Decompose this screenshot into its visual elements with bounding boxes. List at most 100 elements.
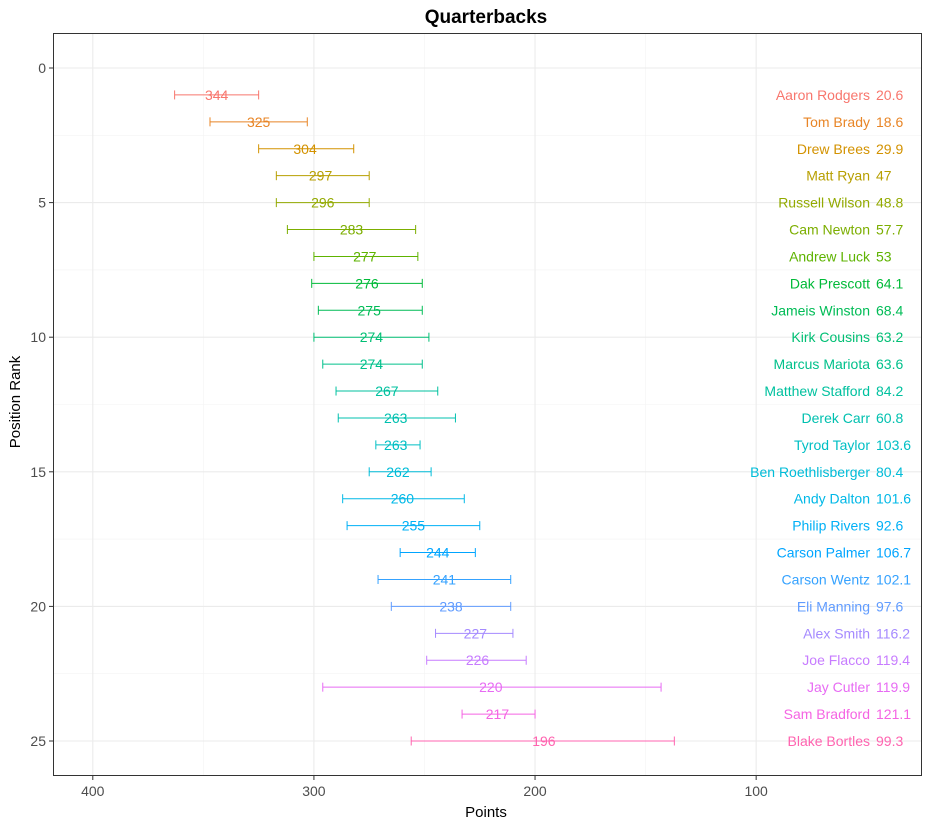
player-mark: 277 Andrew Luck 53 — [313, 248, 892, 264]
player-mark: 297 Matt Ryan 47 — [275, 168, 892, 184]
y-tick-label: 10 — [30, 329, 46, 345]
y-axis-ticks: 0 5 10 15 20 25 — [30, 60, 53, 749]
player-mark: 274 Marcus Mariota 63.6 — [322, 356, 903, 372]
player-name-label: Carson Wentz — [782, 571, 870, 587]
player-name-label: Dak Prescott — [790, 275, 870, 291]
points-label: 274 — [360, 329, 384, 345]
points-label: 267 — [375, 383, 399, 399]
points-label: 260 — [391, 491, 415, 507]
player-mark: 267 Matthew Stafford 84.2 — [335, 383, 903, 399]
x-tick-label: 100 — [744, 783, 768, 799]
player-name-label: Tom Brady — [803, 114, 870, 130]
player-name-label: Philip Rivers — [792, 518, 870, 534]
player-mark: 244 Carson Palmer 106.7 — [399, 545, 911, 561]
player-value-label: 97.6 — [876, 598, 903, 614]
player-name-label: Alex Smith — [803, 625, 870, 641]
player-mark: 274 Kirk Cousins 63.2 — [313, 329, 903, 345]
player-name-label: Derek Carr — [802, 410, 871, 426]
player-name-label: Aaron Rodgers — [776, 87, 870, 103]
points-label: 220 — [479, 679, 503, 695]
player-value-label: 84.2 — [876, 383, 903, 399]
points-label: 296 — [311, 195, 335, 211]
player-mark: 263 Tyrod Taylor 103.6 — [375, 437, 911, 453]
y-tick-label: 15 — [30, 464, 46, 480]
player-mark: 262 Ben Roethlisberger 80.4 — [368, 464, 903, 480]
points-label: 263 — [384, 437, 408, 453]
player-name-label: Drew Brees — [797, 141, 870, 157]
points-label: 244 — [426, 545, 450, 561]
player-name-label: Andrew Luck — [789, 248, 871, 264]
y-tick-label: 20 — [30, 598, 46, 614]
y-axis-title: Position Rank — [7, 355, 24, 448]
player-name-label: Jay Cutler — [807, 679, 870, 695]
x-tick-label: 300 — [302, 783, 326, 799]
points-label: 226 — [466, 652, 490, 668]
player-mark: 196 Blake Bortles 99.3 — [410, 733, 903, 749]
player-value-label: 53 — [876, 248, 892, 264]
points-label: 277 — [353, 248, 377, 264]
player-name-label: Tyrod Taylor — [794, 437, 870, 453]
player-mark: 325 Tom Brady 18.6 — [209, 114, 903, 130]
points-label: 274 — [360, 356, 384, 372]
player-name-label: Matthew Stafford — [764, 383, 870, 399]
player-mark: 275 Jameis Winston 68.4 — [317, 302, 903, 318]
chart-title: Quarterbacks — [425, 7, 548, 28]
points-label: 255 — [402, 518, 426, 534]
player-mark: 263 Derek Carr 60.8 — [337, 410, 903, 426]
player-mark: 260 Andy Dalton 101.6 — [342, 491, 911, 507]
player-value-label: 29.9 — [876, 141, 903, 157]
points-label: 263 — [384, 410, 408, 426]
points-label: 217 — [486, 706, 510, 722]
player-value-label: 63.6 — [876, 356, 903, 372]
player-name-label: Joe Flacco — [802, 652, 870, 668]
y-tick-label: 25 — [30, 733, 46, 749]
player-value-label: 80.4 — [876, 464, 903, 480]
points-label: 238 — [439, 598, 463, 614]
player-value-label: 103.6 — [876, 437, 911, 453]
points-label: 196 — [532, 733, 556, 749]
player-value-label: 121.1 — [876, 706, 911, 722]
player-mark: 304 Drew Brees 29.9 — [258, 141, 903, 157]
x-tick-label: 200 — [523, 783, 547, 799]
player-name-label: Andy Dalton — [794, 491, 870, 507]
player-mark: 276 Dak Prescott 64.1 — [311, 275, 903, 291]
x-axis-ticks: 400 300 200 100 — [81, 776, 768, 799]
player-name-label: Kirk Cousins — [791, 329, 870, 345]
player-mark: 296 Russell Wilson 48.8 — [275, 195, 903, 211]
player-name-label: Sam Bradford — [784, 706, 870, 722]
player-name-label: Eli Manning — [797, 598, 870, 614]
player-value-label: 48.8 — [876, 195, 903, 211]
player-value-label: 119.4 — [876, 652, 910, 668]
points-label: 276 — [355, 275, 379, 291]
player-name-label: Russell Wilson — [778, 195, 870, 211]
player-value-label: 20.6 — [876, 87, 903, 103]
player-name-label: Marcus Mariota — [774, 356, 871, 372]
y-tick-label: 0 — [38, 60, 46, 76]
points-label: 241 — [433, 571, 457, 587]
minor-gridlines — [53, 33, 922, 776]
x-tick-label: 400 — [81, 783, 105, 799]
player-value-label: 119.9 — [876, 679, 910, 695]
points-label: 275 — [358, 302, 382, 318]
player-mark: 283 Cam Newton 57.7 — [286, 222, 903, 238]
player-name-label: Ben Roethlisberger — [750, 464, 870, 480]
player-name-label: Jameis Winston — [771, 302, 870, 318]
player-name-label: Blake Bortles — [788, 733, 870, 749]
player-mark: 217 Sam Bradford 121.1 — [461, 706, 911, 722]
player-value-label: 116.2 — [876, 625, 910, 641]
player-mark: 227 Alex Smith 116.2 — [435, 625, 910, 641]
player-value-label: 106.7 — [876, 545, 911, 561]
points-label: 297 — [309, 168, 333, 184]
y-tick-label: 5 — [38, 195, 46, 211]
player-name-label: Matt Ryan — [806, 168, 870, 184]
points-label: 283 — [340, 222, 364, 238]
points-label: 304 — [293, 141, 317, 157]
points-label: 227 — [464, 625, 488, 641]
points-label: 344 — [205, 87, 229, 103]
player-value-label: 68.4 — [876, 302, 903, 318]
player-value-label: 102.1 — [876, 571, 911, 587]
player-mark: 255 Philip Rivers 92.6 — [346, 518, 903, 534]
player-value-label: 47 — [876, 168, 892, 184]
